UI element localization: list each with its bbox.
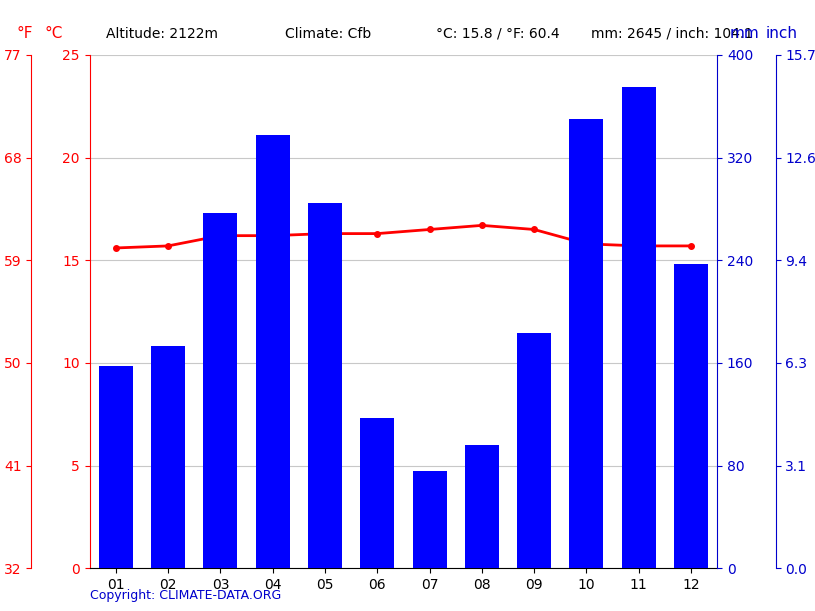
Bar xyxy=(518,334,551,568)
Text: inch: inch xyxy=(766,26,798,41)
Text: °C: °C xyxy=(45,26,64,41)
Bar xyxy=(151,346,185,568)
Text: °C: 15.8 / °F: 60.4: °C: 15.8 / °F: 60.4 xyxy=(436,27,560,40)
Bar xyxy=(204,213,237,568)
Bar xyxy=(570,119,603,568)
Bar xyxy=(465,445,499,568)
Text: Altitude: 2122m: Altitude: 2122m xyxy=(106,27,218,40)
Bar xyxy=(256,134,289,568)
Text: °F: °F xyxy=(16,26,33,41)
Text: Copyright: CLIMATE-DATA.ORG: Copyright: CLIMATE-DATA.ORG xyxy=(90,589,281,602)
Bar xyxy=(99,365,133,568)
Bar xyxy=(308,202,342,568)
Text: Climate: Cfb: Climate: Cfb xyxy=(285,27,372,40)
Bar xyxy=(622,87,656,568)
Text: mm: 2645 / inch: 104.1: mm: 2645 / inch: 104.1 xyxy=(591,27,753,40)
Bar xyxy=(412,470,447,568)
Text: mm: mm xyxy=(729,26,760,41)
Bar xyxy=(674,264,708,568)
Bar xyxy=(360,418,394,568)
